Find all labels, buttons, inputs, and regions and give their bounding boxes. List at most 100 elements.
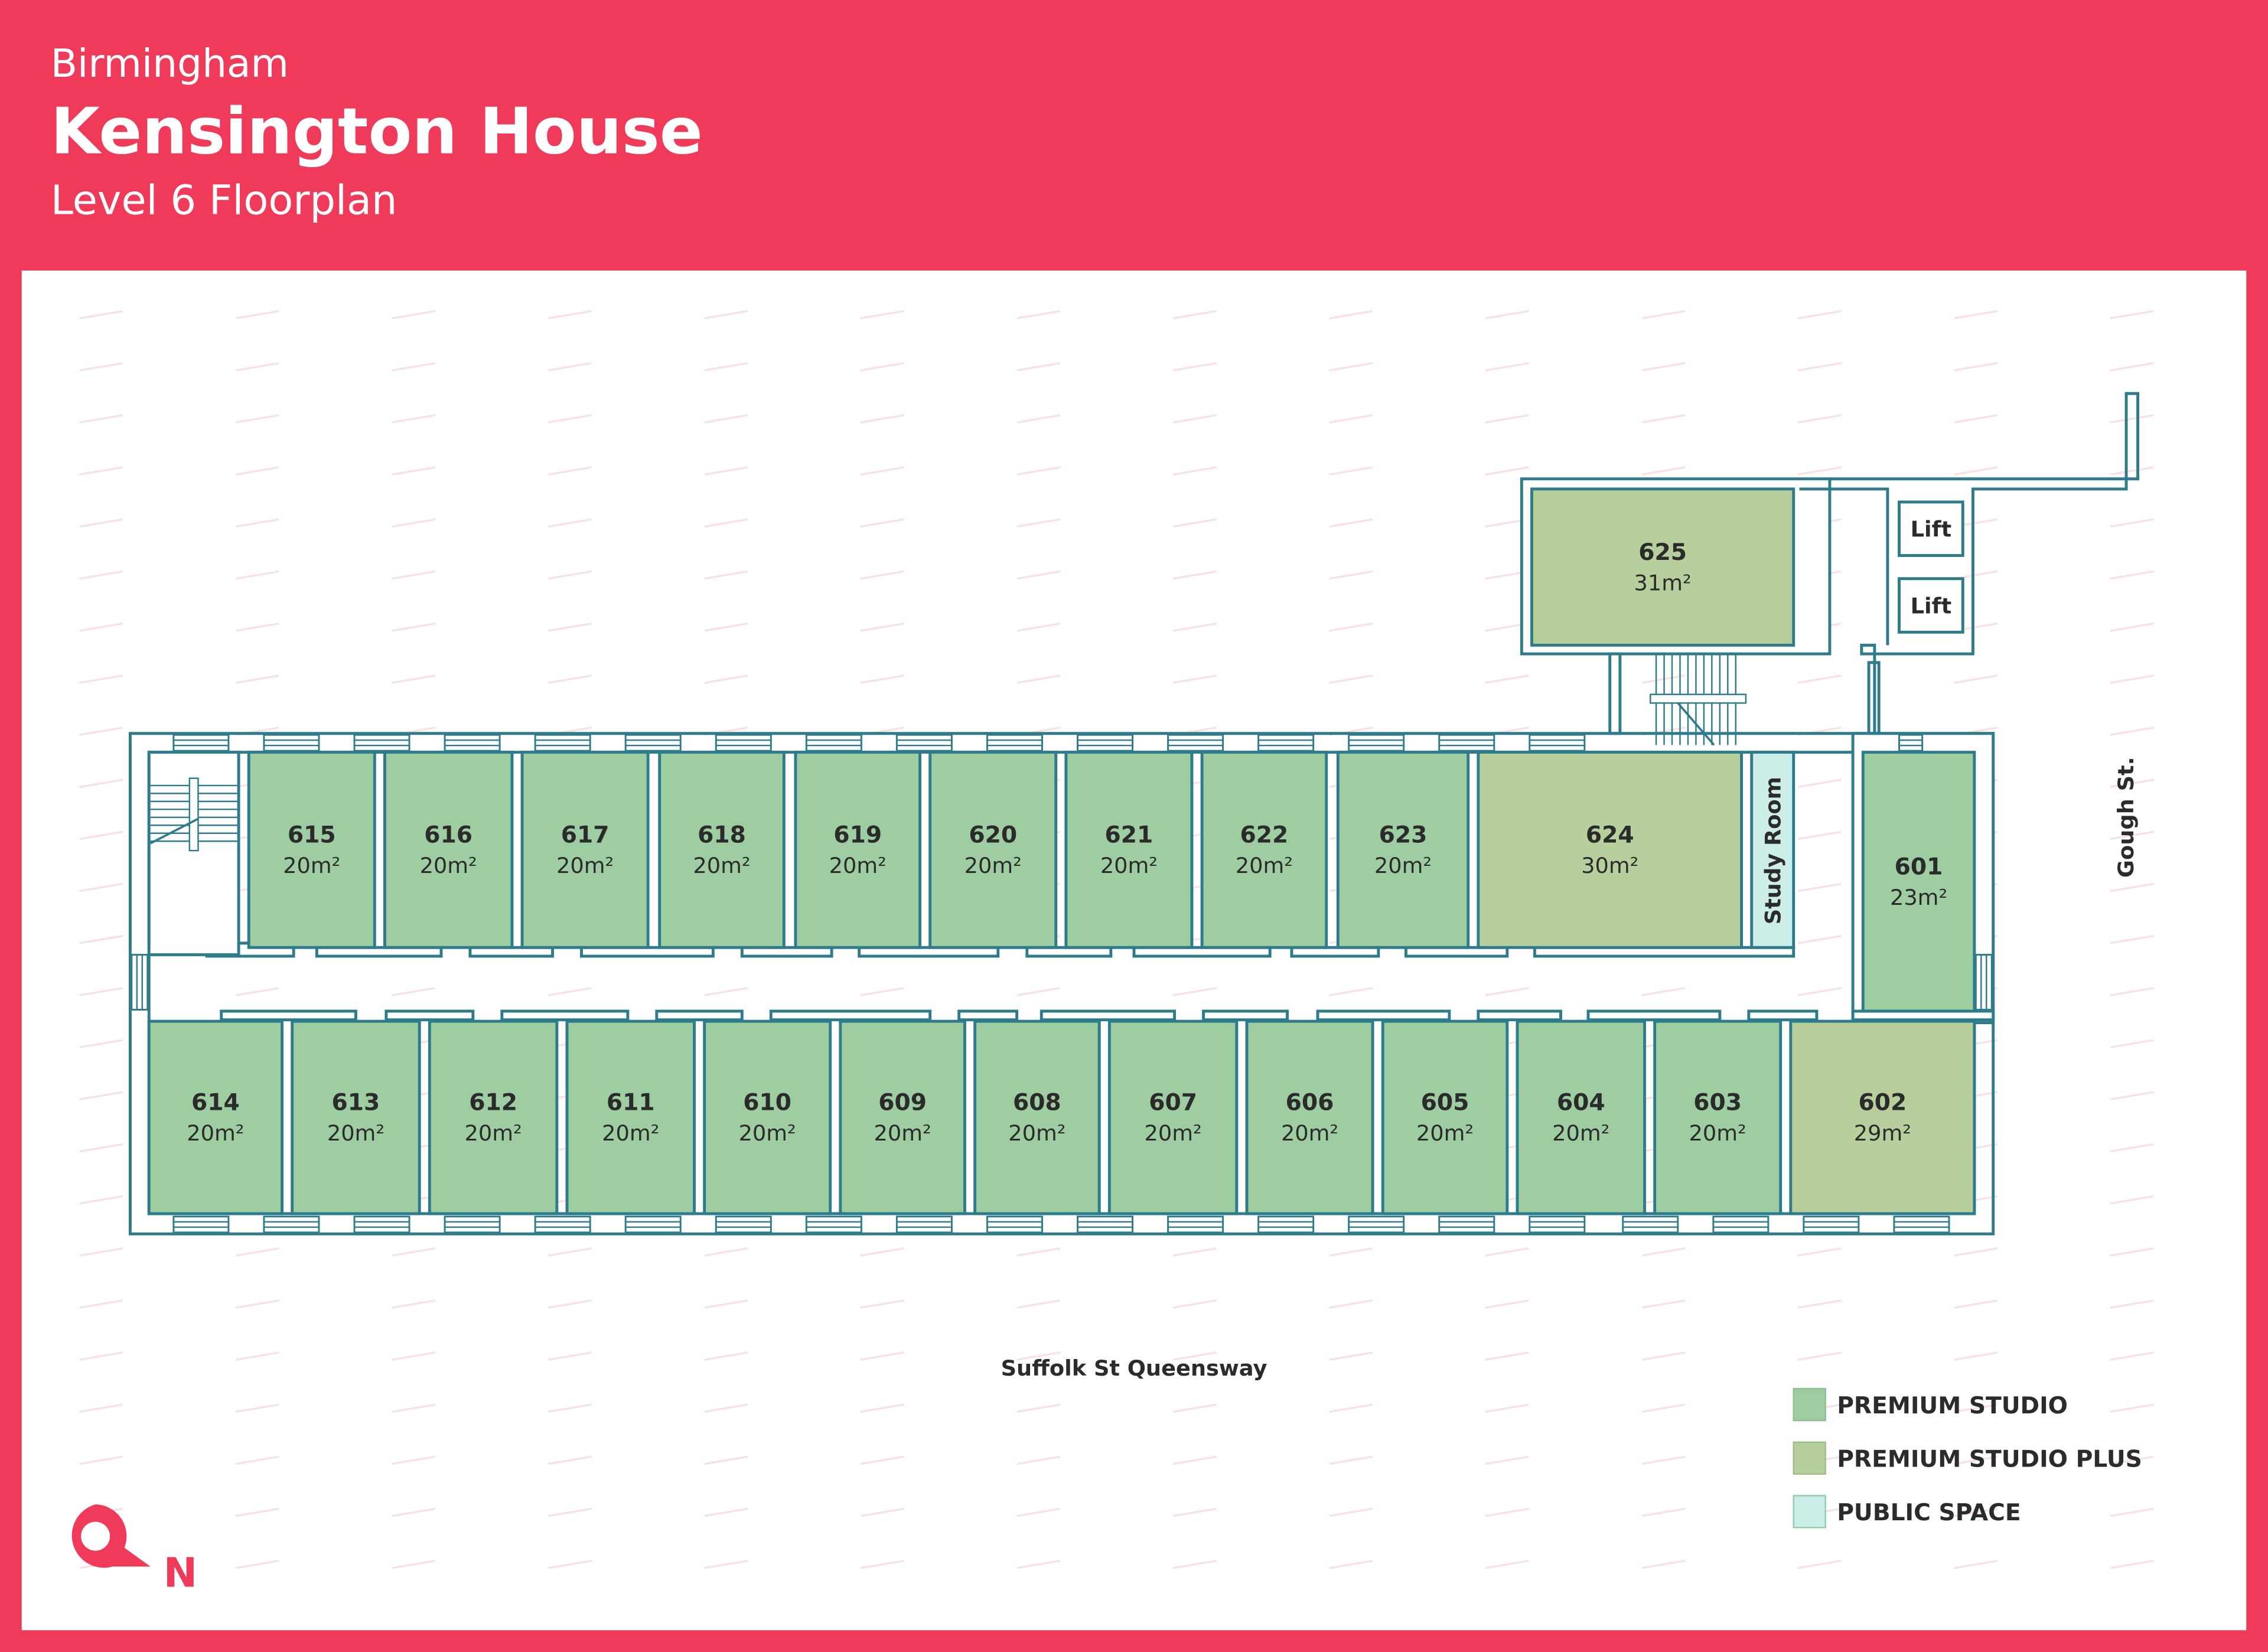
room-area: 20m² (1374, 853, 1432, 878)
room-number: 602 (1858, 1090, 1907, 1116)
room-fill (1789, 1019, 1976, 1216)
room-fill (1200, 751, 1328, 949)
room-618[interactable]: 618 20m² (658, 751, 786, 949)
room-area: 20m² (1236, 853, 1293, 878)
room-623[interactable]: 623 20m² (1336, 751, 1470, 949)
room-fill (1653, 1019, 1783, 1216)
room-area: 20m² (693, 853, 750, 878)
room-number: 608 (1013, 1090, 1061, 1116)
lift-label: Lift (1911, 593, 1952, 618)
window (131, 953, 149, 1011)
room-fill (794, 751, 921, 949)
window (1529, 1216, 1586, 1234)
window (715, 1216, 772, 1234)
room-number: 610 (743, 1090, 791, 1116)
window (1348, 734, 1405, 752)
window (1893, 1216, 1950, 1234)
room-area: 20m² (1416, 1120, 1474, 1146)
room-area: 20m² (464, 1120, 522, 1146)
room-616[interactable]: 616 20m² (383, 751, 514, 949)
room-number: 618 (698, 822, 746, 849)
room-area: 20m² (602, 1120, 659, 1146)
room-fill (383, 751, 514, 949)
window (1974, 953, 1993, 1011)
study-room-label: Study Room (1761, 777, 1786, 924)
window (1167, 1216, 1224, 1234)
legend-item-premium-studio-plus: PREMIUM STUDIO PLUS (1793, 1441, 2142, 1475)
room-614[interactable]: 614 20m² (147, 1019, 284, 1216)
window (624, 1216, 682, 1234)
room-fill (928, 751, 1058, 949)
window (1898, 734, 1924, 752)
room-608[interactable]: 608 20m² (973, 1019, 1101, 1216)
room-number: 615 (288, 822, 336, 849)
room-area: 20m² (1008, 1120, 1065, 1146)
room-619[interactable]: 619 20m² (794, 751, 921, 949)
room-area: 20m² (1552, 1120, 1609, 1146)
room-620[interactable]: 620 20m² (928, 751, 1058, 949)
window (1438, 734, 1495, 752)
study-room[interactable]: Study Room (1750, 751, 1795, 949)
room-605[interactable]: 605 20m² (1381, 1019, 1509, 1216)
window (172, 1216, 230, 1234)
room-area: 20m² (829, 853, 887, 878)
room-609[interactable]: 609 20m² (839, 1019, 966, 1216)
room-613[interactable]: 613 20m² (291, 1019, 421, 1216)
lift-1: Lift (1898, 500, 1964, 557)
room-fill (428, 1019, 559, 1216)
room-number: 620 (969, 822, 1017, 849)
window (444, 1216, 501, 1234)
room-622[interactable]: 622 20m² (1200, 751, 1328, 949)
legend-item-public-space: PUBLIC SPACE (1793, 1495, 2021, 1529)
room-area: 20m² (1100, 853, 1158, 878)
window (1348, 1216, 1405, 1234)
room-number: 624 (1586, 822, 1634, 849)
room-area: 20m² (964, 853, 1022, 878)
room-number: 612 (469, 1090, 517, 1116)
room-number: 609 (878, 1090, 927, 1116)
room-607[interactable]: 607 20m² (1107, 1019, 1239, 1216)
room-624[interactable]: 624 30m² (1477, 751, 1744, 949)
window (895, 734, 953, 752)
north-label: N (164, 1550, 197, 1597)
room-fill (1530, 487, 1795, 647)
room-603[interactable]: 603 20m² (1653, 1019, 1783, 1216)
window (1622, 1216, 1679, 1234)
room-fill (247, 751, 376, 949)
street-east-label: Gough St. (2113, 757, 2139, 878)
room-617[interactable]: 617 20m² (520, 751, 650, 949)
staircase-icon (1650, 654, 1747, 746)
room-610[interactable]: 610 20m² (703, 1019, 832, 1216)
window (172, 734, 230, 752)
room-area: 20m² (1281, 1120, 1338, 1146)
rooms-layer: 601 23m² 602 29m² 603 20m² 604 20m² 605 20m² 606 20… (147, 487, 1976, 1216)
room-fill (291, 1019, 421, 1216)
room-615[interactable]: 615 20m² (247, 751, 376, 949)
street-south-label: Suffolk St Queensway (1001, 1356, 1267, 1381)
window (986, 734, 1043, 752)
lift-label: Lift (1911, 517, 1952, 542)
room-611[interactable]: 611 20m² (565, 1019, 696, 1216)
room-602[interactable]: 602 29m² (1789, 1019, 1976, 1216)
room-621[interactable]: 621 20m² (1064, 751, 1194, 949)
room-625[interactable]: 625 31m² (1530, 487, 1795, 647)
room-604[interactable]: 604 20m² (1516, 1019, 1646, 1216)
room-601[interactable]: 601 23m² (1861, 751, 1976, 1013)
room-612[interactable]: 612 20m² (428, 1019, 559, 1216)
window (1077, 734, 1134, 752)
room-area: 23m² (1890, 885, 1947, 910)
room-fill (1477, 751, 1744, 949)
room-area: 20m² (283, 853, 340, 878)
room-area: 20m² (739, 1120, 796, 1146)
window (805, 734, 862, 752)
room-606[interactable]: 606 20m² (1245, 1019, 1374, 1216)
room-number: 606 (1286, 1090, 1334, 1116)
room-area: 31m² (1634, 570, 1691, 595)
room-number: 621 (1105, 822, 1153, 849)
windows (131, 734, 1993, 1234)
window (353, 1216, 410, 1234)
room-area: 20m² (1689, 1120, 1746, 1146)
window (805, 1216, 862, 1234)
room-number: 601 (1895, 854, 1943, 881)
legend-label: PREMIUM STUDIO (1837, 1393, 2068, 1419)
